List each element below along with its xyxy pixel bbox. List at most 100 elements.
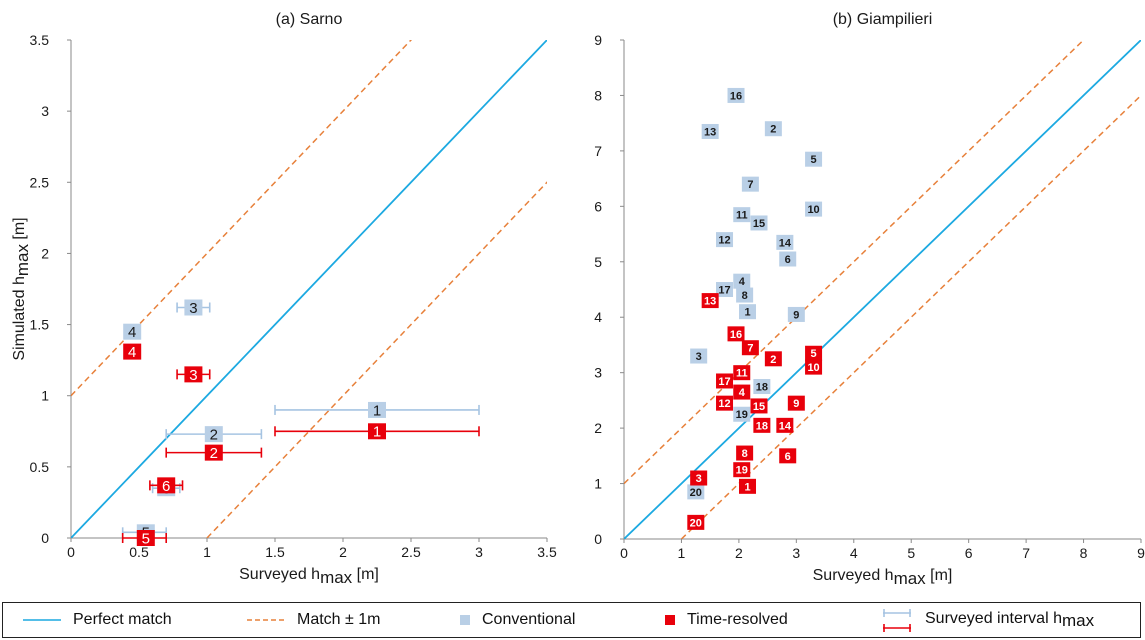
x-axis-label: Surveyed hmax [m]: [813, 567, 953, 588]
data-point-marker: [805, 345, 823, 361]
data-point-label: 3: [189, 300, 197, 317]
data-point-marker: [733, 384, 751, 400]
data-point-marker: [779, 251, 797, 267]
data-point-marker: [741, 176, 759, 192]
data-point-label: 5: [142, 530, 150, 547]
data-point-label: 16: [730, 90, 742, 102]
data-point-marker: [764, 121, 782, 137]
match-minus-1m-line: [206, 181, 547, 538]
data-point-marker: [750, 398, 768, 414]
y-tick-label: 7: [594, 143, 602, 159]
data-point-marker: [690, 470, 708, 486]
data-point-marker: [787, 306, 805, 322]
y-tick-label: 0.5: [30, 459, 50, 475]
data-point-label: 18: [756, 420, 768, 432]
data-point-marker: [753, 379, 771, 395]
time-resolved-swatch: [665, 615, 675, 625]
match-plus-1m-line: [624, 40, 1085, 485]
y-tick-label: 3: [41, 103, 49, 119]
chart-title: (b) Giampilieri: [833, 11, 933, 28]
x-tick-label: 1.5: [265, 544, 285, 560]
x-tick-label: 5: [907, 545, 915, 561]
x-tick-label: 0: [620, 545, 628, 561]
chart-panel-sarno: (a) Sarno 0 0.5 1 1.5 2 2.5 3 3.5 0 0.5 1 1.5 2 2.5 3 3.…: [11, 11, 557, 587]
data-point-marker: [750, 215, 768, 231]
data-point-label: 15: [753, 218, 765, 230]
data-point-marker: [687, 484, 705, 500]
data-point-label: 4: [128, 344, 136, 361]
perfect-match-line: [624, 40, 1141, 539]
data-point-marker: [716, 395, 734, 411]
legend-conventional: Conventional: [458, 603, 575, 637]
data-point-marker: [368, 401, 386, 418]
legend-match-pm-label: Match ± 1m: [297, 611, 381, 628]
data-point-label: 10: [807, 204, 819, 216]
data-point-marker: [716, 232, 734, 248]
data-point-label: 20: [690, 517, 702, 529]
data-point-label: 10: [807, 362, 819, 374]
x-tick-label: 2.5: [401, 544, 421, 560]
legend-match-pm: Match ± 1m: [247, 603, 380, 637]
y-tick-label: 3.5: [30, 32, 50, 48]
data-point-marker: [701, 123, 719, 139]
data-point-marker: [741, 340, 759, 356]
data-point-label: 3: [189, 367, 197, 384]
y-tick-label: 4: [594, 309, 602, 325]
data-point-label: 13: [704, 296, 716, 308]
y-tick-label: 9: [594, 32, 602, 48]
data-point-label: 7: [747, 343, 753, 355]
data-point-label: 13: [704, 126, 716, 138]
data-point-label: 9: [793, 309, 799, 321]
x-tick-label: 0: [67, 544, 75, 560]
x-tick-label: 3: [792, 545, 800, 561]
data-point-label: 2: [210, 427, 218, 444]
y-tick-label: 2: [594, 420, 602, 436]
data-point-label: 7: [747, 179, 753, 191]
data-point-marker: [733, 462, 751, 478]
surveyed-interval-swatch: [883, 609, 911, 632]
y-tick-label: 0: [594, 531, 602, 547]
perfect-match-line: [71, 40, 547, 538]
data-point-marker: [727, 87, 745, 103]
y-tick-label: 1: [594, 476, 602, 492]
data-point-marker: [739, 304, 757, 320]
data-point-marker: [123, 343, 142, 360]
legend-conventional-label: Conventional: [482, 611, 576, 628]
y-tick-label: 6: [594, 198, 602, 214]
conventional-swatch: [460, 615, 470, 625]
data-point-label: 17: [718, 284, 730, 296]
data-point-marker: [123, 323, 142, 340]
data-point-label: 16: [730, 329, 742, 341]
y-tick-label: 3: [594, 365, 602, 381]
data-point-marker: [776, 234, 794, 250]
legend: Perfect match Match ± 1m Conventional Ti…: [2, 602, 1141, 638]
data-point-marker: [736, 445, 754, 461]
data-point-marker: [805, 151, 823, 167]
data-point-label: 2: [770, 354, 776, 366]
data-point-label: 4: [739, 276, 746, 288]
legend-surveyed-interval-text: Surveyed interval h: [925, 609, 1062, 627]
data-point-marker: [687, 514, 705, 530]
data-point-label: 14: [779, 420, 792, 432]
perfect-match-swatch: [23, 619, 61, 621]
data-point-marker: [204, 426, 223, 443]
x-tick-label: 0.5: [129, 544, 149, 560]
data-point-label: 2: [210, 445, 218, 462]
data-point-label: 4: [739, 387, 746, 399]
x-tick-label: 3: [475, 544, 483, 560]
y-tick-label: 1: [41, 388, 49, 404]
data-point-label: 8: [742, 448, 748, 460]
legend-surveyed-interval-label: Surveyed interval hmax: [925, 610, 1094, 631]
data-point-marker: [733, 207, 751, 223]
data-point-marker: [753, 417, 771, 433]
data-point-label: 19: [736, 409, 748, 421]
data-point-marker: [733, 365, 751, 381]
data-point-label: 14: [779, 237, 792, 249]
data-point-label: 5: [811, 154, 817, 166]
chart-title: (a) Sarno: [276, 11, 343, 28]
data-point-marker: [764, 351, 782, 367]
x-axis-label: Surveyed hmax [m]: [239, 566, 379, 587]
